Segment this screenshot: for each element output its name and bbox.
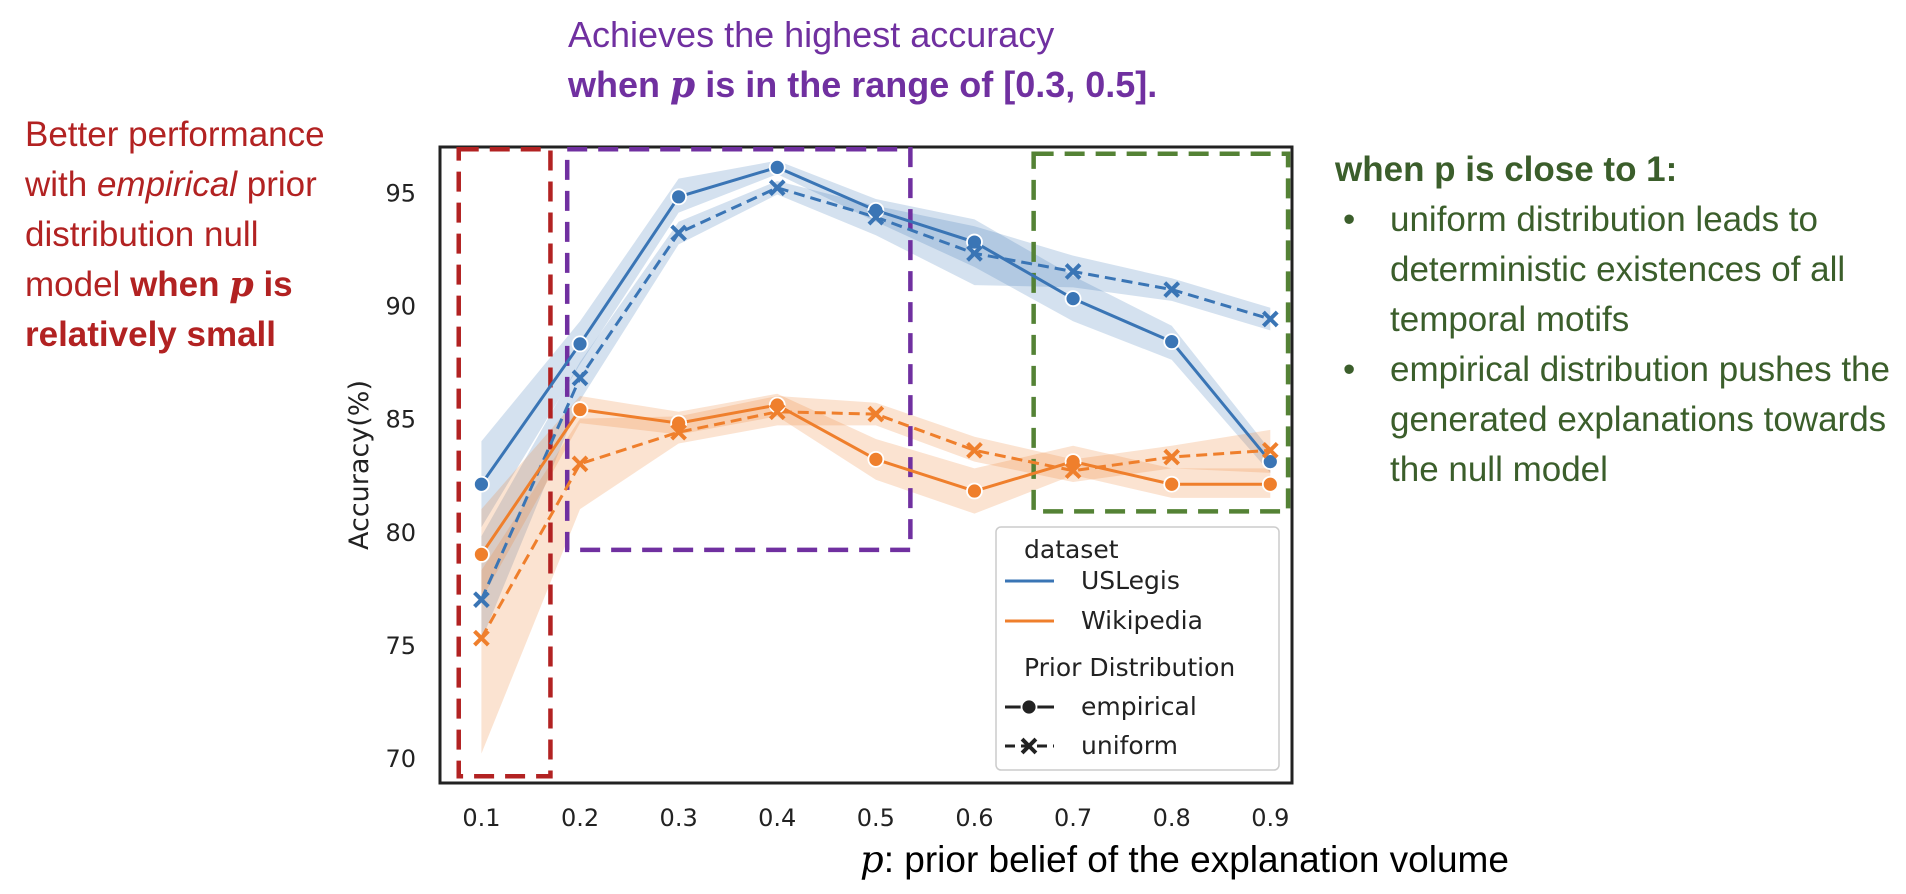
x-tick-label: 0.5: [857, 804, 895, 832]
green-dashed-box: [1031, 151, 1291, 514]
data-point-uslegis-uniform: [473, 591, 490, 608]
data-point-uslegis-empirical: [670, 188, 688, 206]
red-dashed-box: [456, 147, 553, 779]
top-annotation-line-2: when p is in the range of [0.3, 0.5].: [568, 64, 1158, 106]
x-tick-label: 0.8: [1153, 804, 1191, 832]
data-point-uslegis-uniform: [1261, 310, 1279, 328]
y-tick-label: 75: [385, 632, 416, 660]
legend-title-dataset: dataset: [1024, 535, 1119, 564]
data-point-uslegis-empirical: [1064, 290, 1082, 308]
top-annotation-line-1: Achieves the highest accuracy: [568, 14, 1055, 55]
x-tick-label: 0.4: [758, 804, 796, 832]
legend-label-uslegis: USLegis: [1081, 566, 1180, 595]
y-tick-label: 80: [385, 519, 416, 547]
data-point-uslegis-empirical: [1261, 453, 1279, 471]
legend-label-empirical: empirical: [1081, 692, 1197, 721]
data-point-wikipedia-empirical: [1261, 475, 1279, 493]
legend-marker-empirical: [1020, 698, 1038, 716]
legend-title-prior-distribution: Prior Distribution: [1024, 653, 1235, 682]
x-tick-label: 0.9: [1251, 804, 1289, 832]
data-point-wikipedia-uniform: [768, 403, 786, 421]
legend-label-uniform: uniform: [1081, 731, 1178, 760]
data-point-wikipedia-empirical: [1163, 475, 1181, 493]
data-point-uslegis-empirical: [966, 233, 983, 251]
data-point-wikipedia-uniform: [1064, 462, 1082, 479]
data-point-wikipedia-uniform: [670, 423, 687, 441]
data-point-wikipedia-empirical: [867, 450, 885, 468]
data-point-uslegis-uniform: [867, 208, 885, 226]
data-point-uslegis-uniform: [571, 369, 589, 387]
data-point-wikipedia-uniform: [1261, 441, 1279, 459]
x-tick-label: 0.6: [955, 804, 993, 832]
left-annotation-line-5: relatively small: [25, 315, 276, 354]
data-point-wikipedia-uniform: [1163, 448, 1181, 466]
legend-frame: [995, 526, 1280, 771]
x-tick-label: 0.3: [660, 804, 698, 832]
data-point-wikipedia-empirical: [966, 482, 983, 500]
data-point-uslegis-uniform: [966, 245, 983, 262]
y-tick-label: 90: [385, 292, 416, 320]
data-point-wikipedia-empirical: [473, 546, 490, 563]
data-point-wikipedia-uniform: [571, 455, 589, 473]
data-point-uslegis-empirical: [768, 158, 786, 176]
y-tick-label: 95: [385, 179, 416, 207]
data-point-uslegis-empirical: [1163, 333, 1181, 351]
data-point-uslegis-empirical: [571, 335, 589, 353]
x-tick-label: 0.2: [561, 804, 599, 832]
data-point-wikipedia-uniform: [966, 441, 983, 459]
right-annotation-bullet-2: empirical distribution pushes the genera…: [1335, 345, 1895, 495]
y-axis-title: Accuracy(%): [344, 380, 375, 550]
left-annotation-line-2: with empirical prior: [25, 165, 317, 204]
left-annotation-line-4: model when p is: [25, 264, 293, 305]
data-point-wikipedia-empirical: [571, 401, 589, 418]
left-annotation-line-1: Better performance: [25, 115, 325, 154]
data-point-uslegis-uniform: [1064, 263, 1082, 280]
x-tick-label: 0.7: [1054, 804, 1092, 832]
legend-label-wikipedia: Wikipedia: [1081, 606, 1203, 635]
left-annotation-line-3: distribution null: [25, 215, 259, 254]
data-point-uslegis-uniform: [768, 179, 786, 197]
top-annotation: Achieves the highest accuracy when p is …: [568, 10, 1157, 110]
data-point-wikipedia-uniform: [473, 629, 490, 647]
purple-dashed-box: [564, 147, 913, 553]
right-annotation: when p is close to 1: uniform distributi…: [1335, 145, 1895, 495]
y-tick-label: 85: [385, 406, 416, 434]
data-point-uslegis-empirical: [473, 475, 490, 493]
data-point-uslegis-uniform: [1163, 281, 1181, 298]
x-axis-title: p: prior belief of the explanation volum…: [860, 838, 1509, 881]
right-annotation-bullet-1: uniform distribution leads to determinis…: [1335, 195, 1895, 345]
left-annotation: Better performance with empirical prior …: [25, 110, 385, 360]
legend-marker-uniform: [1020, 737, 1038, 755]
y-tick-label: 70: [385, 745, 416, 773]
data-point-wikipedia-uniform: [867, 405, 885, 423]
right-annotation-title: when p is close to 1:: [1335, 150, 1678, 189]
x-tick-label: 0.1: [462, 804, 500, 832]
data-point-uslegis-uniform: [670, 224, 687, 242]
